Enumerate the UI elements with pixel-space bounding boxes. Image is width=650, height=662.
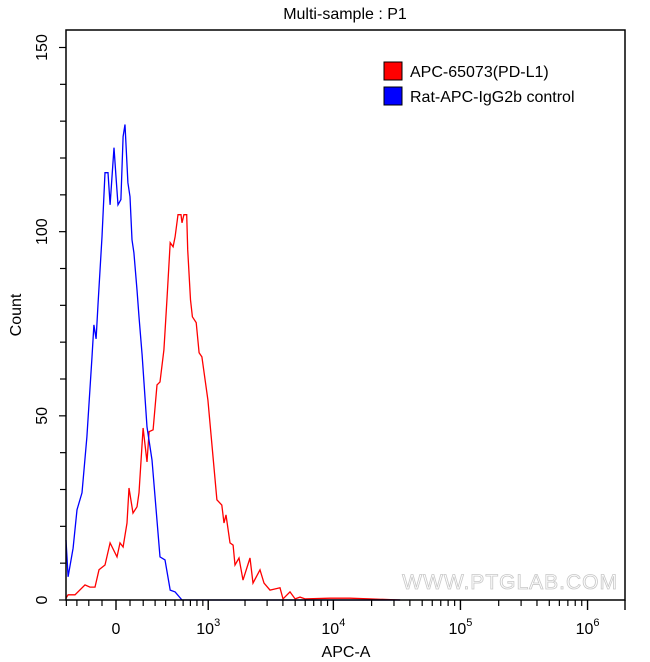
- x-tick-exponent: 5: [466, 617, 472, 629]
- x-axis-label: APC-A: [322, 644, 371, 661]
- watermark: WWW.PTGLAB.COM: [402, 571, 618, 594]
- x-tick-label: 105: [448, 617, 472, 638]
- x-tick-label: 0: [112, 621, 121, 638]
- series-line-pd-l1: [65, 214, 401, 601]
- x-tick-exponent: 3: [214, 617, 220, 629]
- y-tick-label: 50: [34, 407, 51, 425]
- plot-frame: [65, 29, 626, 601]
- y-tick-label: 0: [34, 595, 51, 604]
- y-axis-label: Count: [8, 293, 25, 336]
- x-tick-label: 104: [321, 617, 345, 638]
- legend: APC-65073(PD-L1) Rat-APC-IgG2b control: [383, 61, 575, 106]
- x-tick-base: 10: [321, 621, 339, 638]
- chart-title: Multi-sample : P1: [283, 6, 407, 23]
- x-tick-base: 0: [112, 621, 121, 638]
- y-tick-label: 150: [34, 34, 51, 61]
- y-tick-label: 100: [34, 218, 51, 245]
- x-tick-label: 106: [576, 617, 600, 638]
- x-tick-exponent: 6: [593, 617, 599, 629]
- x-tick-base: 10: [448, 621, 466, 638]
- x-tick-base: 10: [196, 621, 214, 638]
- x-tick-label: 103: [196, 617, 220, 638]
- x-tick-base: 10: [576, 621, 594, 638]
- legend-swatch: [383, 86, 403, 106]
- series-line-control: [65, 124, 401, 601]
- x-tick-exponent: 4: [339, 617, 345, 629]
- legend-label: Rat-APC-IgG2b control: [410, 89, 575, 106]
- legend-swatch: [383, 61, 403, 81]
- legend-label: APC-65073(PD-L1): [410, 64, 549, 81]
